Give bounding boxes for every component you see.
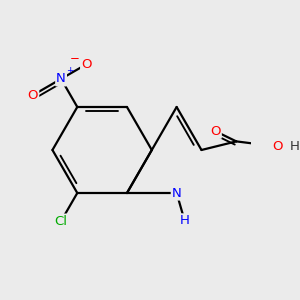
Text: O: O — [28, 88, 38, 102]
Text: H: H — [180, 214, 190, 227]
Text: Cl: Cl — [55, 214, 68, 228]
Text: O: O — [210, 125, 221, 138]
Text: H: H — [290, 140, 300, 153]
Text: N: N — [172, 187, 182, 200]
Text: −: − — [70, 52, 80, 65]
Text: O: O — [81, 58, 92, 71]
Text: N: N — [56, 72, 66, 86]
Text: +: + — [66, 66, 73, 75]
Text: O: O — [272, 140, 282, 153]
